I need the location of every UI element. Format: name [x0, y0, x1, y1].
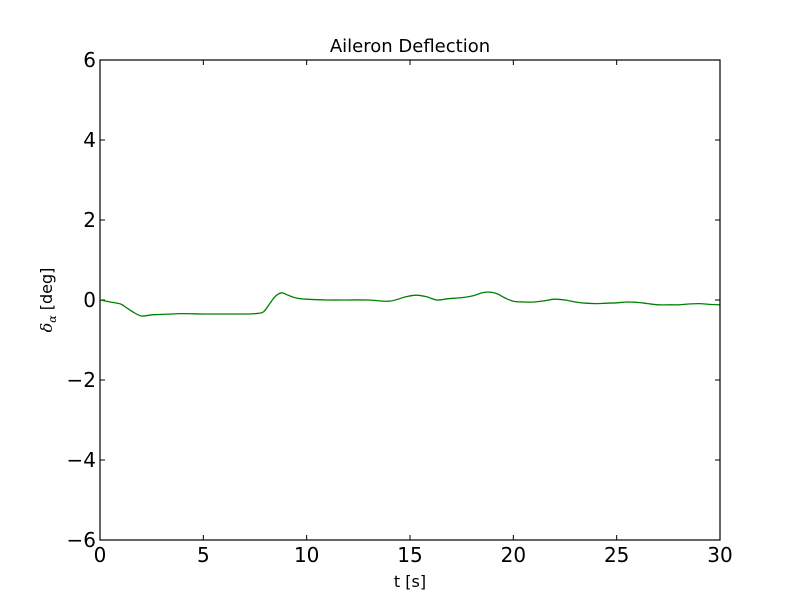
y-tick-label: −2	[67, 368, 96, 392]
x-tick-label: 0	[94, 543, 107, 567]
y-axis-symbol: δ	[37, 323, 56, 333]
series-line	[99, 291, 721, 317]
x-tick-label: 20	[501, 543, 526, 567]
x-tick-label: 25	[604, 543, 629, 567]
y-tick-label: 6	[83, 48, 96, 72]
y-axis-label: δα [deg]	[37, 268, 59, 333]
x-tick-label: 10	[294, 543, 319, 567]
x-tick-label: 30	[707, 543, 732, 567]
y-tick-label: 0	[83, 288, 96, 312]
plot-frame	[99, 59, 721, 541]
x-axis-label: t [s]	[394, 572, 426, 591]
y-tick-label: 2	[83, 208, 96, 232]
y-tick-label: −6	[67, 528, 96, 552]
y-axis-subscript: α	[46, 315, 59, 323]
y-tick-label: −4	[67, 448, 96, 472]
y-tick-label: 4	[83, 128, 96, 152]
tick-labels-group: 0 5 10 15 20 25 30 −6 −4 −2 0 2 4 6	[67, 48, 733, 567]
x-tick-label: 15	[397, 543, 422, 567]
chart-title: Aileron Deflection	[330, 36, 490, 57]
x-tick-label: 5	[197, 543, 210, 567]
y-axis-unit: [deg]	[37, 268, 56, 311]
ticks-group	[99, 59, 721, 541]
